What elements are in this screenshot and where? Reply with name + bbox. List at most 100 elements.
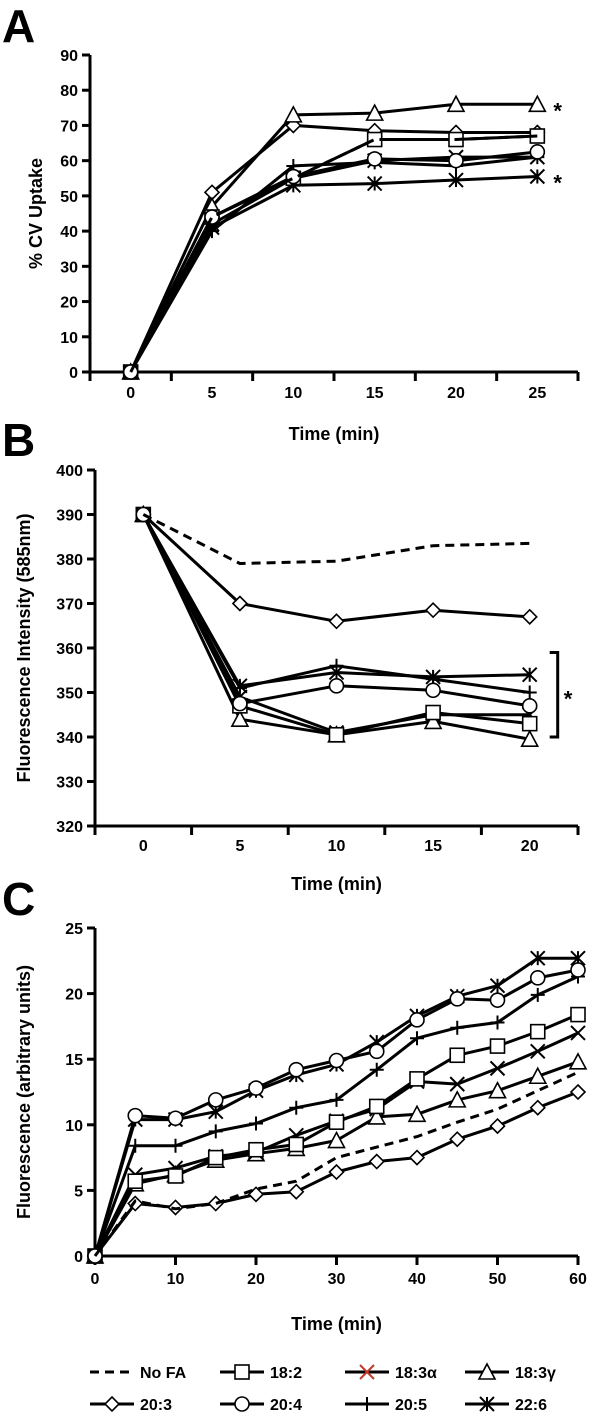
data-point xyxy=(328,678,345,694)
significance-asterisk: * xyxy=(564,687,573,712)
data-point xyxy=(449,1076,465,1092)
data-point xyxy=(230,709,250,728)
series-line xyxy=(129,150,538,373)
y-tick-label: 340 xyxy=(56,730,83,747)
legend-marker xyxy=(360,1397,374,1411)
data-point xyxy=(127,1173,144,1190)
x-tick-label: 0 xyxy=(139,838,148,855)
data-point xyxy=(127,1107,144,1124)
y-tick-label: 20 xyxy=(60,295,78,312)
y-tick-label: 80 xyxy=(60,83,78,100)
legend-item-20-5: 20:5 xyxy=(345,1397,427,1414)
y-tick-label: 25 xyxy=(65,921,83,938)
data-point xyxy=(410,1031,424,1046)
data-point xyxy=(408,1149,426,1166)
y-tick-label: 20 xyxy=(65,987,83,1004)
data-point xyxy=(231,595,249,612)
legend-label: 18:3γ xyxy=(515,1365,556,1382)
y-tick-label: 0 xyxy=(69,365,78,382)
panel-c: C 0 5 10 15 20 25 0 10 20 30 40 50 60 Time (min) Fluore… xyxy=(2,873,588,1334)
series-line xyxy=(93,956,578,1257)
y-tick-label: 10 xyxy=(60,330,78,347)
data-point xyxy=(529,168,546,185)
x-tick-label: 60 xyxy=(569,1271,587,1288)
data-point xyxy=(489,1117,506,1135)
data-point xyxy=(328,726,345,743)
data-point xyxy=(490,1015,505,1030)
y-tick-label: 60 xyxy=(60,154,78,171)
data-point xyxy=(568,1052,588,1070)
series-22-6 xyxy=(87,950,586,1264)
data-point xyxy=(520,729,540,748)
data-point xyxy=(489,1060,506,1077)
x-tick-label: 0 xyxy=(126,385,135,402)
data-point xyxy=(328,1114,345,1130)
data-point xyxy=(529,1099,546,1116)
x-tick-label: 20 xyxy=(247,1271,265,1288)
data-point xyxy=(366,151,383,167)
significance-bracket xyxy=(549,650,560,739)
data-point xyxy=(529,1023,546,1040)
series-18-3gamma xyxy=(121,94,547,380)
legend-item-18-2: 18:2 xyxy=(220,1364,302,1382)
legend-marker xyxy=(234,1364,250,1380)
series-no-fa xyxy=(142,513,530,565)
data-point xyxy=(249,1116,263,1131)
y-tick-label: 15 xyxy=(65,1052,83,1069)
data-point xyxy=(423,711,443,730)
data-point xyxy=(208,1124,223,1139)
x-tick-label: 10 xyxy=(328,838,346,855)
y-tick-label: 380 xyxy=(56,552,83,569)
data-point xyxy=(530,987,545,1002)
legend-marker xyxy=(477,1362,497,1380)
x-tick-label: 15 xyxy=(366,385,384,402)
x-tick-label: 5 xyxy=(208,385,217,402)
data-point xyxy=(232,695,248,712)
y-tick-label: 390 xyxy=(56,508,83,525)
series-line xyxy=(129,123,538,373)
y-tick-label: 360 xyxy=(56,641,83,658)
data-point xyxy=(367,1107,387,1125)
y-axis-label: % CV Uptake xyxy=(26,158,46,269)
series-line xyxy=(129,102,538,373)
data-point xyxy=(289,1100,304,1115)
data-point xyxy=(521,666,538,683)
data-point xyxy=(448,152,464,169)
data-point xyxy=(409,1012,425,1028)
data-point xyxy=(328,1163,345,1181)
series-line xyxy=(93,1060,579,1257)
data-point xyxy=(168,1138,183,1153)
data-point xyxy=(288,1061,305,1078)
legend-label: No FA xyxy=(140,1365,187,1382)
x-axis-label: Time (min) xyxy=(291,1314,382,1334)
panel-a: A 0 10 20 30 40 50 60 70 80 90 0 5 10 15 20 25 Time (min)… xyxy=(2,0,580,444)
significance-asterisk: * xyxy=(553,171,562,196)
data-point xyxy=(522,685,537,700)
data-point xyxy=(521,698,538,714)
y-tick-label: 90 xyxy=(60,48,78,65)
x-tick-label: 0 xyxy=(91,1271,100,1288)
data-point xyxy=(207,1149,224,1166)
y-tick-label: 320 xyxy=(56,819,83,836)
data-point xyxy=(569,1083,587,1101)
data-point xyxy=(368,1153,385,1170)
y-tick-label: 5 xyxy=(74,1183,83,1200)
data-point xyxy=(368,1043,385,1060)
data-point xyxy=(232,678,248,694)
panel-label: C xyxy=(2,873,35,925)
data-point xyxy=(424,602,442,619)
data-point xyxy=(489,1038,506,1054)
data-point xyxy=(448,172,464,188)
data-point xyxy=(407,1104,427,1123)
y-tick-label: 10 xyxy=(65,1118,83,1135)
data-point xyxy=(449,991,466,1007)
series-18-3gamma xyxy=(85,1052,588,1264)
data-point xyxy=(529,144,546,160)
series-line xyxy=(129,134,538,373)
y-tick-label: 400 xyxy=(56,463,83,480)
legend: No FA 18:2 18:3α 18:3γ 20:3 20:4 20:5 22:6 xyxy=(90,1362,556,1414)
data-point xyxy=(488,1080,507,1099)
series-no-fa xyxy=(93,1070,579,1257)
data-point xyxy=(409,1071,425,1087)
series-no-fa xyxy=(129,134,538,373)
